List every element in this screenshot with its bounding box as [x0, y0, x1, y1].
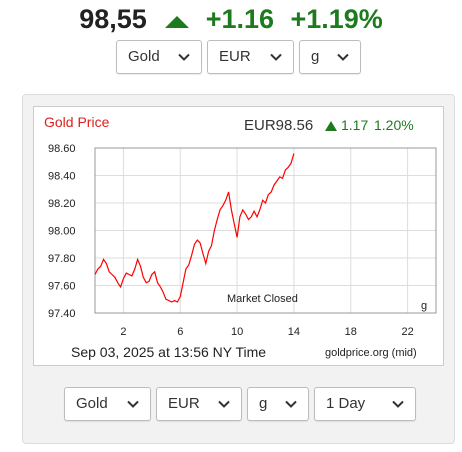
price-line [94, 153, 295, 303]
metal-select-bottom[interactable]: Gold [64, 387, 151, 421]
currency-select-value: EUR [219, 48, 251, 65]
unit-select-bottom[interactable]: g [247, 387, 309, 421]
y-tick-label: 98.60 [48, 143, 76, 155]
chevron-down-icon [270, 53, 282, 61]
timestamp: Sep 03, 2025 at 13:56 NY Time [71, 344, 266, 360]
unit-select-bottom-value: g [259, 395, 268, 412]
chevron-down-icon [178, 53, 190, 61]
y-axis: 98.60 98.40 98.20 98.00 97.80 97.60 97.40 [48, 143, 76, 320]
price-chart: Gold Price EUR98.56 1.17 1.20% 98.60 98.4… [44, 114, 437, 360]
price-change: +1.16 [205, 4, 275, 34]
chart-quote: EUR98.56 [244, 117, 313, 134]
chart-quote-percent: 1.20% [374, 117, 414, 133]
chevron-down-icon [127, 400, 139, 408]
source-credit: goldprice.org (mid) [325, 347, 417, 359]
chart-grid [95, 147, 436, 314]
y-tick-label: 98.00 [48, 226, 76, 238]
unit-label: g [421, 300, 427, 312]
currency-select[interactable]: EUR [207, 40, 294, 74]
x-tick-label: 18 [345, 326, 357, 338]
currency-select-bottom-value: EUR [168, 395, 200, 412]
metal-select-bottom-value: Gold [76, 395, 108, 412]
x-axis: 2 6 10 14 18 22 [120, 326, 413, 338]
y-tick-label: 97.80 [48, 253, 76, 265]
x-tick-label: 22 [401, 326, 413, 338]
up-arrow-icon [325, 121, 337, 131]
chevron-down-icon [337, 53, 349, 61]
unit-select-value: g [311, 48, 320, 65]
currency-select-bottom[interactable]: EUR [156, 387, 242, 421]
price-header: 98,55 +1.16 +1.19% [0, 4, 462, 35]
metal-select-value: Gold [128, 48, 160, 65]
chevron-down-icon [218, 400, 230, 408]
chart-quote-change: 1.17 [341, 117, 368, 133]
range-select-value: 1 Day [326, 395, 366, 412]
unit-select[interactable]: g [299, 40, 361, 74]
chevron-down-icon [392, 400, 404, 408]
y-tick-label: 98.20 [48, 198, 76, 210]
x-tick-label: 6 [177, 326, 183, 338]
market-status: Market Closed [227, 293, 298, 305]
chevron-down-icon [285, 400, 297, 408]
x-tick-label: 14 [288, 326, 300, 338]
up-arrow-icon [165, 15, 190, 28]
y-tick-label: 97.60 [48, 281, 76, 293]
y-tick-label: 97.40 [48, 308, 76, 320]
plot-frame [94, 147, 437, 314]
y-tick-label: 98.40 [48, 171, 76, 183]
x-tick-label: 2 [120, 326, 126, 338]
price-change-percent: +1.19% [290, 4, 383, 34]
x-tick-label: 10 [231, 326, 243, 338]
range-select[interactable]: 1 Day [314, 387, 416, 421]
chart-container: Gold Price EUR98.56 1.17 1.20% 98.60 98.4… [33, 106, 444, 366]
chart-title: Gold Price [44, 114, 110, 130]
metal-select[interactable]: Gold [116, 40, 202, 74]
current-price: 98,55 [79, 4, 147, 34]
